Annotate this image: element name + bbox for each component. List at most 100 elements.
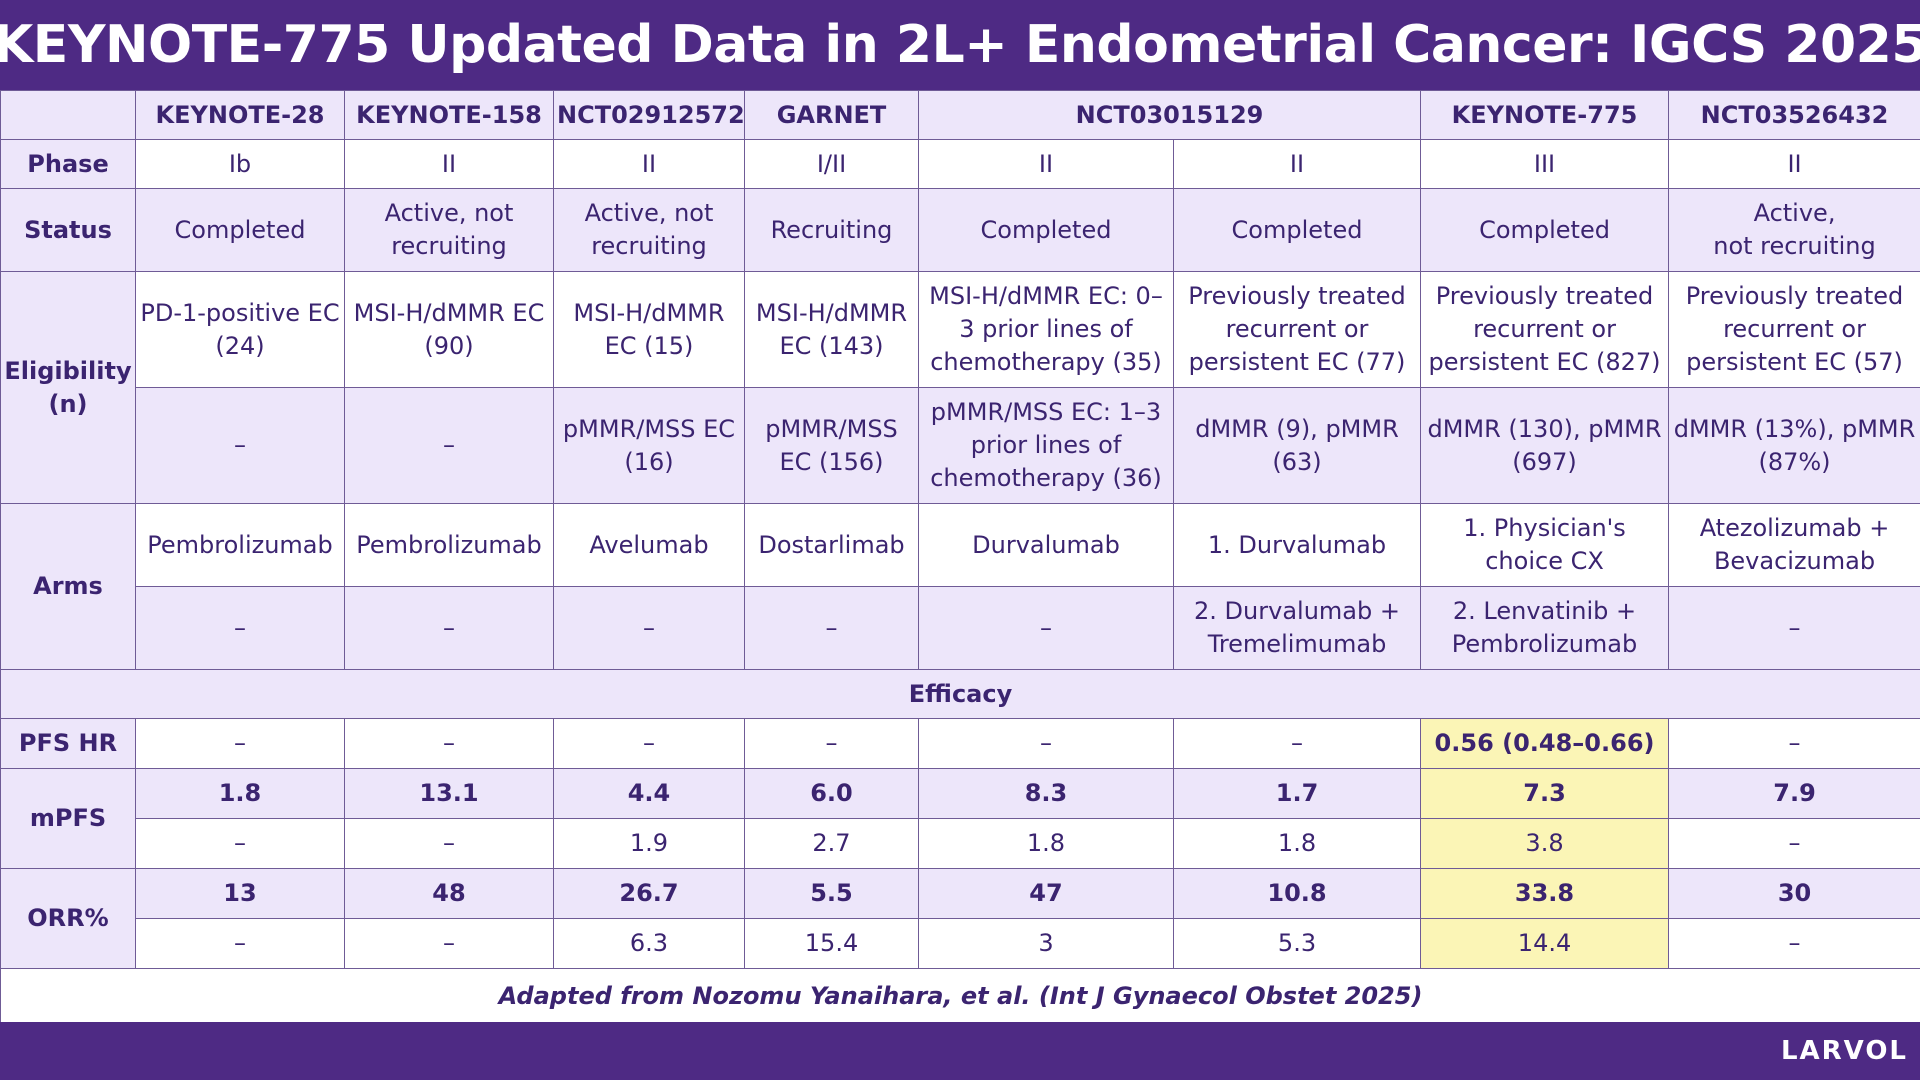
eligibility-cell: –: [135, 387, 345, 504]
status-row: Status Completed Active, not recruiting …: [0, 188, 1920, 272]
arm-cell: 2. Lenvatinib + Pembrolizumab: [1420, 586, 1670, 670]
orr-cell: 10.8: [1172, 868, 1422, 919]
orr-cell: 6.3: [553, 918, 745, 969]
orr-cell: –: [1668, 918, 1920, 969]
eligibility-cell: Previously treated recurrent or persiste…: [1172, 271, 1422, 388]
orr-cell-highlight: 33.8: [1420, 868, 1670, 919]
arm-cell: 2. Durvalumab + Tremelimumab: [1172, 586, 1422, 670]
arm-cell: –: [918, 586, 1174, 670]
efficacy-section-header: Efficacy: [0, 669, 1920, 719]
pfs-hr-cell: –: [344, 718, 554, 769]
arm-cell: Durvalumab: [918, 503, 1174, 587]
orr-cell: 3: [918, 918, 1174, 969]
trial-header: KEYNOTE-775: [1420, 90, 1670, 140]
orr-row-2: – – 6.3 15.4 3 5.3 14.4 –: [1, 918, 1920, 969]
eligibility-cell: MSI-H/dMMR EC (15): [553, 271, 745, 388]
pfs-hr-cell: –: [135, 718, 345, 769]
trial-header-row: KEYNOTE-28 KEYNOTE-158 NCT02912572 GARNE…: [0, 90, 1920, 140]
mpfs-cell: 2.7: [744, 818, 919, 869]
status-cell: Completed: [1172, 188, 1422, 272]
eligibility-cell: MSI-H/dMMR EC (90): [344, 271, 554, 388]
status-cell: Recruiting: [744, 188, 919, 272]
mpfs-cell: 13.1: [344, 768, 554, 819]
orr-cell: –: [135, 918, 345, 969]
trial-header: KEYNOTE-28: [135, 90, 345, 140]
row-label-status: Status: [0, 188, 136, 272]
status-cell: Active, not recruiting: [344, 188, 554, 272]
eligibility-cell: pMMR/MSS EC (16): [553, 387, 745, 504]
eligibility-cell: dMMR (130), pMMR (697): [1420, 387, 1670, 504]
mpfs-cell: 8.3: [918, 768, 1174, 819]
eligibility-cell: PD-1-positive EC (24): [135, 271, 345, 388]
mpfs-cell: 7.9: [1668, 768, 1920, 819]
status-cell: Active, not recruiting: [1668, 188, 1920, 272]
corner-cell: [0, 90, 136, 140]
phase-cell: II: [344, 139, 554, 189]
eligibility-cell: dMMR (9), pMMR (63): [1172, 387, 1422, 504]
status-cell: Completed: [918, 188, 1174, 272]
phase-cell: I/II: [744, 139, 919, 189]
row-label-orr: ORR%: [0, 868, 136, 969]
mpfs-cell: 1.9: [553, 818, 745, 869]
orr-cell: 26.7: [553, 868, 745, 919]
arm-cell: –: [744, 586, 919, 670]
eligibility-cell: Previously treated recurrent or persiste…: [1420, 271, 1670, 388]
mpfs-cell: 1.7: [1172, 768, 1422, 819]
arm-cell: –: [553, 586, 745, 670]
eligibility-cell: Previously treated recurrent or persiste…: [1668, 271, 1920, 388]
status-cell: Completed: [1420, 188, 1670, 272]
eligibility-cell: MSI-H/dMMR EC: 0–3 prior lines of chemot…: [918, 271, 1174, 388]
orr-cell: 5.5: [744, 868, 919, 919]
pfs-hr-cell: –: [1172, 718, 1422, 769]
pfs-hr-cell-highlight: 0.56 (0.48–0.66): [1420, 718, 1670, 769]
row-label-mpfs: mPFS: [0, 768, 136, 869]
phase-cell: II: [1668, 139, 1920, 189]
arm-cell: Dostarlimab: [744, 503, 919, 587]
arm-cell: Pembrolizumab: [344, 503, 554, 587]
arm-cell: Pembrolizumab: [135, 503, 345, 587]
phase-cell: II: [1172, 139, 1422, 189]
orr-cell: 5.3: [1172, 918, 1422, 969]
row-label-eligibility: Eligibility (n): [0, 271, 136, 504]
arm-cell: 1. Physician's choice CX: [1420, 503, 1670, 587]
eligibility-row-1: Eligibility (n) PD-1-positive EC (24) MS…: [0, 271, 1920, 504]
eligibility-cell: –: [344, 387, 554, 504]
orr-cell: 15.4: [744, 918, 919, 969]
phase-cell: II: [553, 139, 745, 189]
trial-header: KEYNOTE-158: [344, 90, 554, 140]
row-label-phase: Phase: [0, 139, 136, 189]
pfs-hr-row: PFS HR – – – – – – 0.56 (0.48–0.66) –: [0, 718, 1920, 769]
arm-cell: –: [135, 586, 345, 670]
mpfs-row-1: mPFS 1.8 13.1 4.4 6.0 8.3 1.7 7.3 7.9: [0, 768, 1920, 869]
mpfs-cell-highlight: 3.8: [1420, 818, 1670, 869]
orr-cell-highlight: 14.4: [1420, 918, 1670, 969]
orr-cell: 48: [344, 868, 554, 919]
phase-cell: II: [918, 139, 1174, 189]
mpfs-cell: –: [344, 818, 554, 869]
eligibility-cell: pMMR/MSS EC (156): [744, 387, 919, 504]
footer-bar: LARVOL: [0, 1022, 1920, 1080]
mpfs-cell: 6.0: [744, 768, 919, 819]
row-label-arms: Arms: [0, 503, 136, 670]
arm-cell: –: [1668, 586, 1920, 670]
trial-header: NCT03015129: [917, 90, 1422, 140]
pfs-hr-cell: –: [918, 718, 1174, 769]
orr-cell: –: [344, 918, 554, 969]
phase-cell: Ib: [135, 139, 345, 189]
source-row: Adapted from Nozomu Yanaihara, et al. (I…: [0, 968, 1920, 1024]
mpfs-cell: 1.8: [1172, 818, 1422, 869]
orr-cell: 13: [135, 868, 345, 919]
phase-row: Phase Ib II II I/II II II III II: [0, 139, 1920, 189]
pfs-hr-cell: –: [553, 718, 745, 769]
phase-cell: III: [1420, 139, 1670, 189]
mpfs-cell-highlight: 7.3: [1420, 768, 1670, 819]
trial-header: GARNET: [744, 90, 919, 140]
trials-comparison-table: KEYNOTE-28 KEYNOTE-158 NCT02912572 GARNE…: [0, 90, 1920, 1024]
mpfs-cell: –: [135, 818, 345, 869]
eligibility-row-2: – – pMMR/MSS EC (16) pMMR/MSS EC (156) p…: [1, 387, 1920, 504]
pfs-hr-cell: –: [744, 718, 919, 769]
arm-cell: –: [344, 586, 554, 670]
mpfs-cell: 1.8: [135, 768, 345, 819]
orr-cell: 47: [918, 868, 1174, 919]
larvol-logo: LARVOL: [1780, 1036, 1908, 1066]
